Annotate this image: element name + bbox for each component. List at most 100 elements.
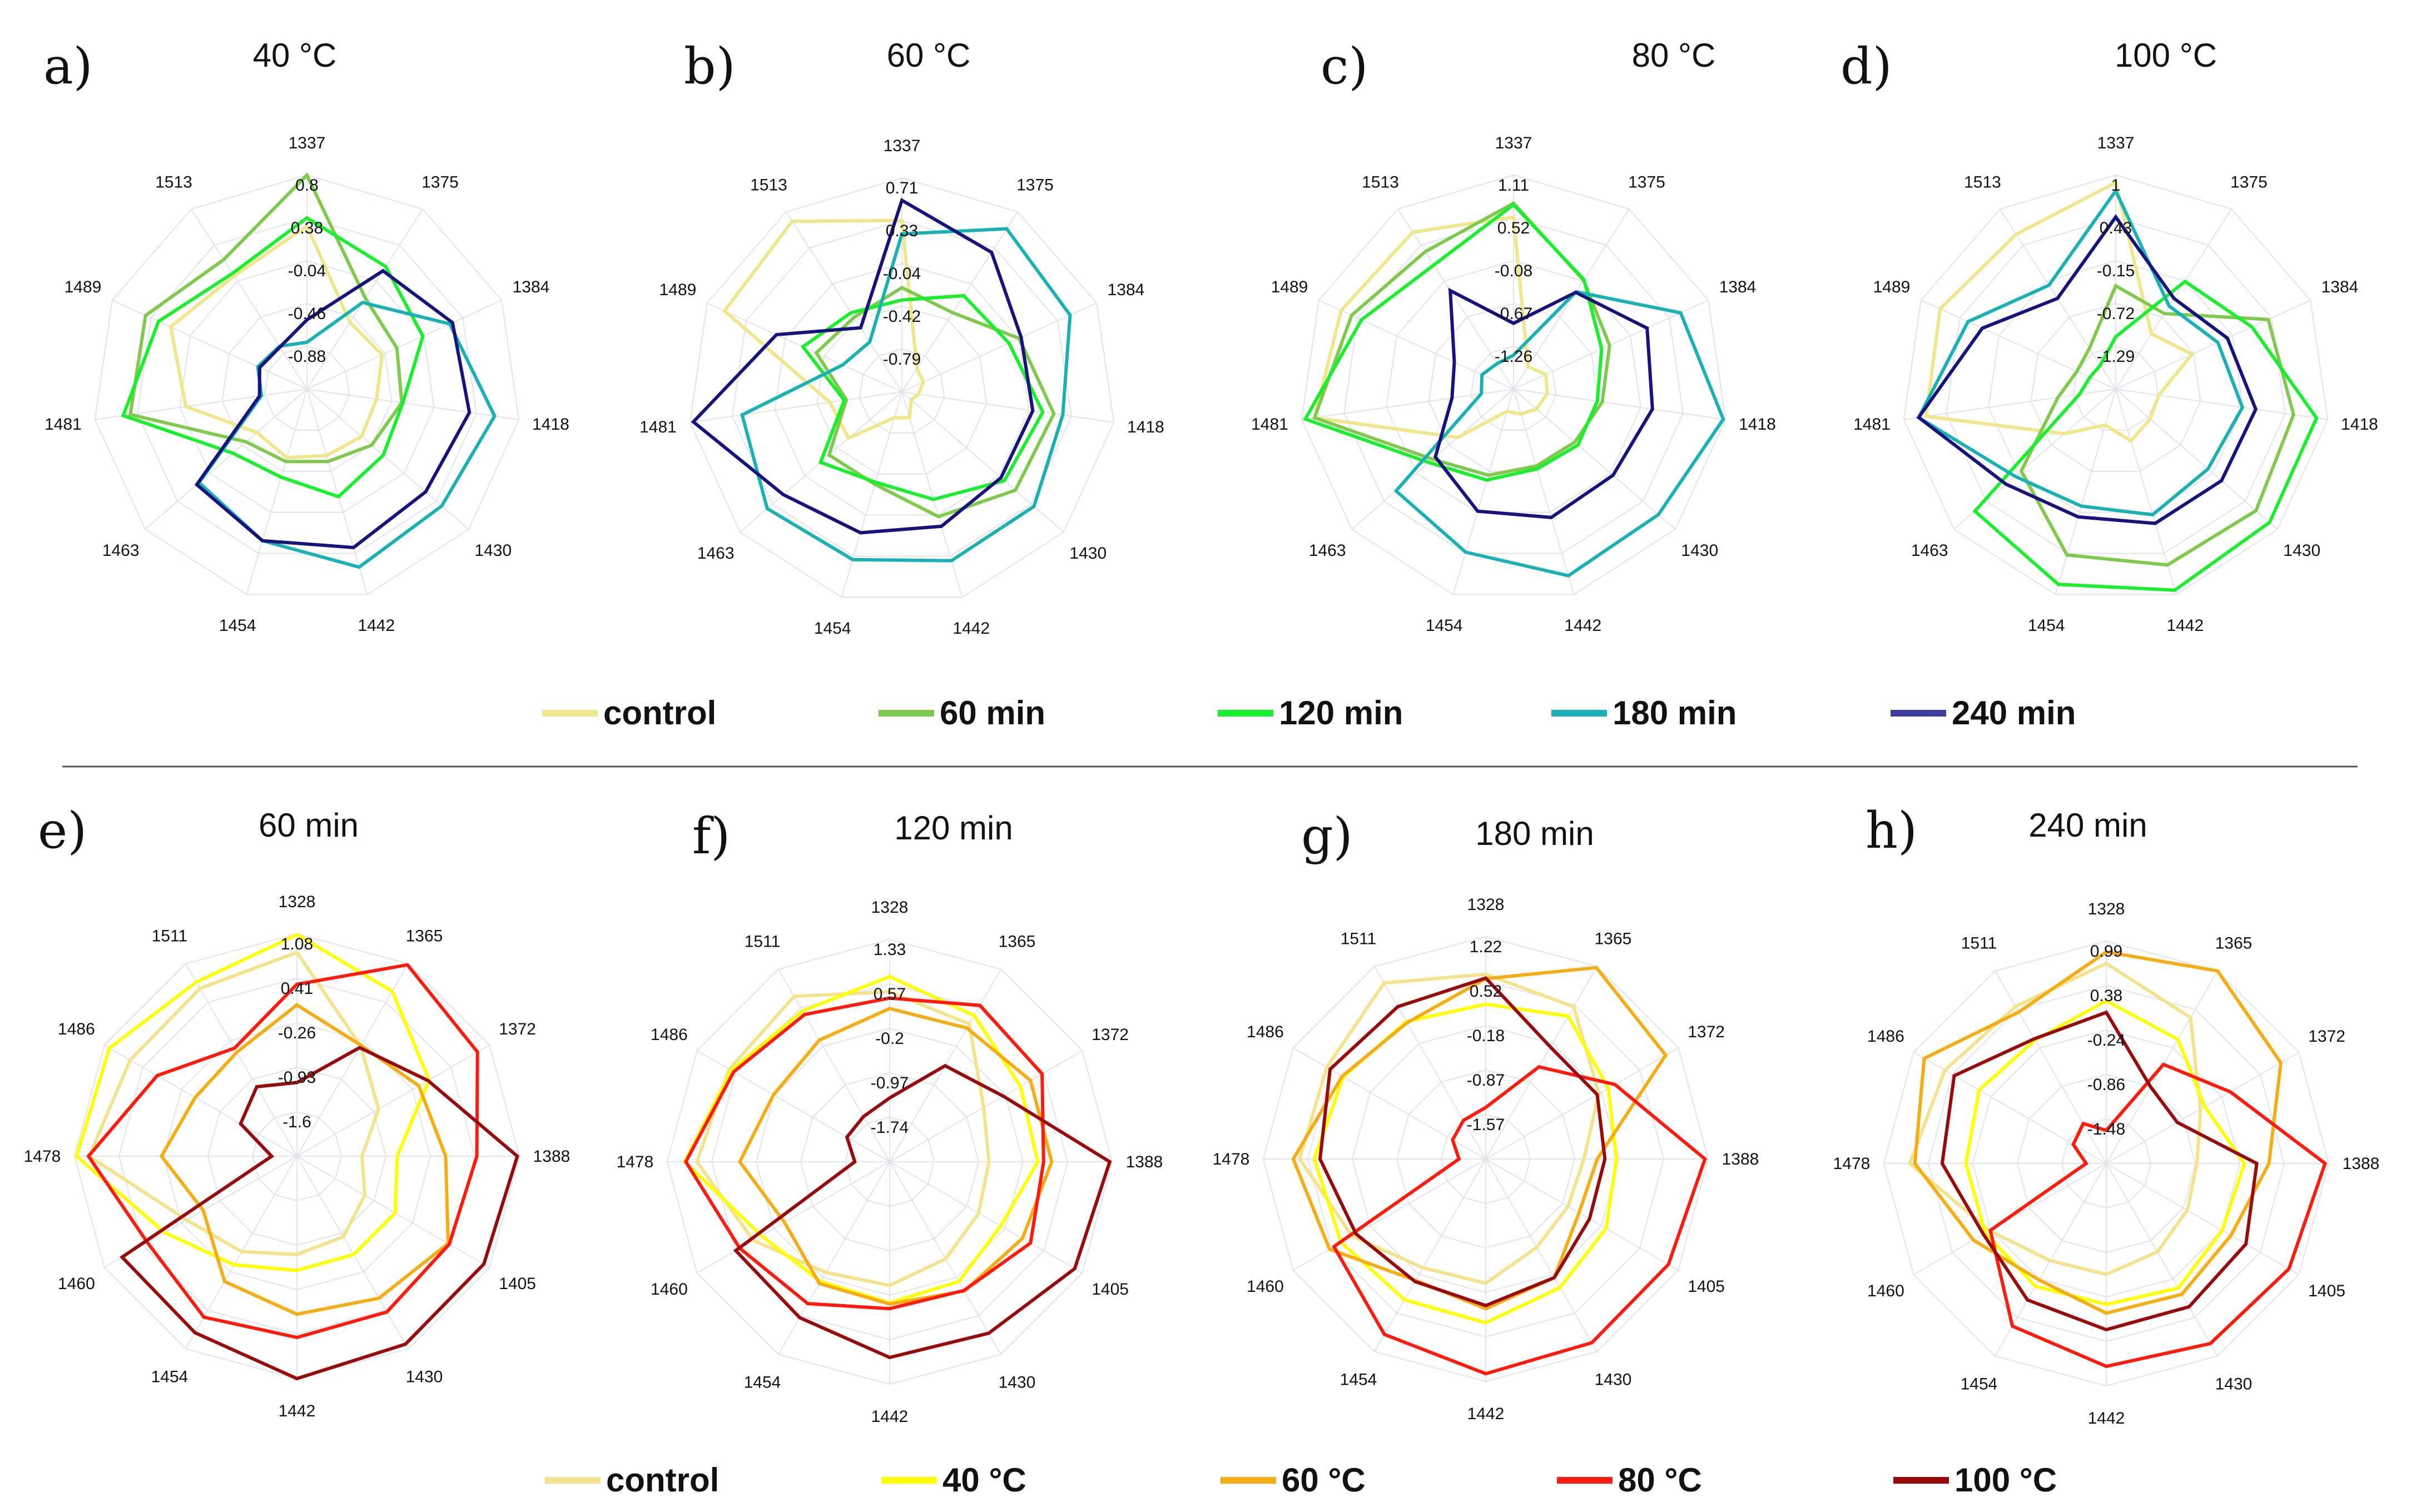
- grid-spoke: [901, 211, 1018, 392]
- axis-label: 1388: [1126, 1153, 1163, 1171]
- series-180-min: [1916, 187, 2245, 517]
- tick-label: 0.38: [291, 219, 323, 237]
- grid-spoke: [1301, 389, 1514, 420]
- grid-spoke: [889, 1050, 1083, 1162]
- axis-label: 1489: [659, 281, 697, 299]
- series-60-min: [128, 172, 404, 464]
- series-120-min: [121, 216, 425, 499]
- grid-spoke: [1485, 1158, 1679, 1271]
- axis-label: 1430: [2215, 1375, 2253, 1394]
- grid-spoke: [901, 391, 963, 598]
- axis-label: 1337: [1495, 134, 1532, 152]
- tick-label: 0.33: [886, 222, 918, 240]
- radar-panel-h: 0.99 0.38 -0.24 -0.86 -1.48 1328 1365 1372 1388 1…: [1833, 802, 2380, 1428]
- axis-label: 1365: [2215, 934, 2253, 952]
- grid-spoke: [889, 1161, 1083, 1274]
- radar-panel-a: 0.8 0.38 -0.04 -0.46 -0.88 1337 1375 1384 1418 14…: [43, 37, 569, 635]
- legend-label: 80 °C: [1618, 1461, 1702, 1499]
- grid-spoke: [2106, 1052, 2299, 1164]
- axis-label: 1478: [617, 1153, 654, 1171]
- tick-label: 0.41: [281, 979, 313, 998]
- axis-label: 1460: [1247, 1277, 1284, 1296]
- series-240-min: [691, 197, 1035, 535]
- grid-spoke: [2115, 389, 2278, 530]
- tick-label: -1.48: [2087, 1120, 2125, 1138]
- axis-label: 1478: [1833, 1155, 1871, 1173]
- axis-label: 1511: [152, 927, 188, 945]
- grid-spoke: [2055, 389, 2116, 595]
- grid-ring: [732, 220, 1072, 557]
- axis-label: 1511: [745, 932, 781, 951]
- axis-label: 1463: [697, 544, 735, 563]
- tick-label: 0.52: [1470, 982, 1502, 1001]
- series-100-c: [1318, 976, 1607, 1307]
- series-80-c: [1988, 1062, 2328, 1369]
- axis-label: 1481: [44, 415, 82, 434]
- grid-spoke: [697, 1161, 890, 1274]
- tick-label: -0.15: [2097, 262, 2135, 280]
- panel-letter: b): [684, 37, 736, 96]
- series-80-c: [1332, 1065, 1707, 1376]
- series-60-min: [2019, 283, 2295, 567]
- legend-label: 120 min: [1279, 694, 1403, 732]
- radar-panel-b: 0.71 0.33 -0.04 -0.42 -0.79 1337 1375 1384 1418 1…: [639, 37, 1164, 638]
- axis-label: 1454: [1426, 616, 1463, 635]
- grid-ring: [2030, 302, 2201, 472]
- axis-label: 1442: [2088, 1409, 2125, 1428]
- axis-label: 1454: [1961, 1375, 1998, 1394]
- axis-label: 1418: [532, 415, 569, 434]
- tick-label: -0.97: [871, 1074, 909, 1092]
- panel-title: 120 min: [894, 809, 1013, 847]
- grid-spoke: [689, 391, 902, 423]
- radar-panel-f: 1.33 0.57 -0.2 -0.97 -1.74 1328 1365 1372 1388 14…: [617, 807, 1163, 1426]
- grid-spoke: [697, 1050, 890, 1162]
- tick-label: -0.04: [883, 265, 921, 283]
- axis-label: 1337: [2097, 134, 2135, 152]
- series-control: [1908, 961, 2202, 1276]
- tick-label: 1.08: [281, 935, 313, 953]
- panel-letter: h): [1866, 802, 1917, 860]
- series-60-c: [737, 1007, 1054, 1306]
- grid-ring: [1988, 260, 2244, 513]
- panel-letter: d): [1841, 37, 1892, 96]
- axis-label: 1375: [1628, 173, 1665, 191]
- grid-spoke: [2115, 389, 2177, 595]
- series-100-c: [733, 1063, 1112, 1360]
- tick-label: -0.93: [278, 1068, 316, 1087]
- grid-spoke: [2106, 1163, 2218, 1356]
- tick-label: -0.2: [875, 1029, 904, 1048]
- grid-ring: [94, 174, 520, 595]
- tick-label: -0.79: [883, 350, 921, 369]
- tick-label: 0.52: [1497, 219, 1530, 237]
- panel-letter: e): [38, 802, 87, 860]
- series-60-min: [814, 286, 1056, 519]
- panel-letter: f): [692, 807, 730, 866]
- tick-label: -1.74: [871, 1118, 909, 1137]
- axis-label: 1328: [1467, 896, 1505, 914]
- grid-spoke: [1485, 1047, 1679, 1160]
- tick-label: -1.57: [1467, 1116, 1505, 1134]
- axis-label: 1365: [1595, 929, 1632, 948]
- panel-title: 80 °C: [1632, 37, 1716, 74]
- axis-label: 1372: [1688, 1023, 1725, 1041]
- grid-ring: [221, 302, 393, 472]
- axis-label: 1513: [155, 173, 192, 191]
- axis-label: 1513: [1964, 173, 2001, 191]
- tick-label: -0.86: [2087, 1076, 2125, 1094]
- tick-label: -0.18: [1467, 1027, 1505, 1045]
- axis-label: 1388: [2343, 1155, 2380, 1173]
- axis-label: 1375: [2230, 173, 2268, 191]
- grid-spoke: [1995, 971, 2107, 1164]
- grid-spoke: [2115, 389, 2328, 420]
- series-80-c: [86, 963, 479, 1340]
- axis-label: 1405: [2308, 1282, 2345, 1300]
- axis-label: 1430: [1595, 1371, 1632, 1389]
- legend-label: 100 °C: [1954, 1461, 2057, 1499]
- axis-label: 1513: [750, 176, 787, 194]
- series-control: [1312, 215, 1549, 440]
- panel-letter: a): [43, 37, 93, 96]
- grid-ring: [1343, 217, 1684, 554]
- axis-label: 1328: [871, 898, 909, 917]
- series-180-min: [1393, 290, 1725, 578]
